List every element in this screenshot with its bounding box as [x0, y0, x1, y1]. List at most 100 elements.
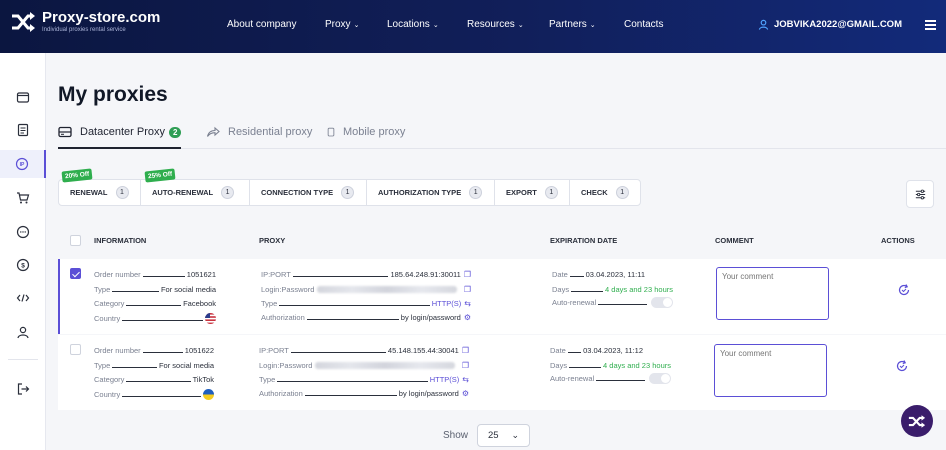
nav-proxy[interactable]: Proxy ⌄ — [325, 19, 359, 30]
export-button[interactable]: EXPORT 1 — [495, 180, 570, 205]
promo-badge: 20% Off — [61, 168, 93, 183]
auth-label: Authorization — [259, 389, 303, 398]
copy-icon[interactable]: ❐ — [461, 346, 469, 355]
autorenew-label: Auto-renewal — [550, 374, 595, 383]
page-size-control: Show 25 ⌄ — [443, 424, 531, 447]
dollar-icon: $ — [16, 258, 30, 272]
col-proxy: PROXY — [259, 236, 286, 245]
chevron-down-icon: ⌄ — [353, 21, 360, 29]
logout-icon — [17, 383, 30, 395]
auto-renewal-button[interactable]: 25% Off AUTO-RENEWAL 1 — [141, 168, 250, 205]
nav-about[interactable]: About company — [227, 19, 297, 30]
user-icon — [758, 19, 769, 30]
days-label: Days — [550, 361, 568, 370]
country-label: Country — [94, 390, 121, 399]
tab-mobile[interactable]: Mobile proxy — [326, 126, 405, 138]
gear-icon[interactable]: ⚙ — [463, 313, 471, 322]
proxy-login: Login:Password ❐ — [261, 285, 471, 294]
table-header: INFORMATION PROXY EXPIRATION DATE COMMEN… — [58, 230, 946, 250]
refresh-icon[interactable] — [895, 359, 909, 373]
sliders-icon — [915, 189, 925, 199]
comment-input[interactable] — [716, 267, 829, 320]
us-flag-icon — [205, 313, 216, 324]
comment-input[interactable] — [714, 344, 827, 397]
table-row[interactable]: Order number 1051621 Type For social media… — [58, 259, 946, 334]
logo[interactable]: Proxy-store.com Individual proxies renta… — [10, 10, 160, 34]
nav-contacts[interactable]: Contacts — [624, 19, 663, 30]
info-type: Type For social media — [94, 285, 216, 294]
swap-icon[interactable]: ⇆ — [462, 375, 469, 384]
sidebar-item-logout[interactable] — [0, 375, 46, 403]
row-checkbox[interactable] — [70, 268, 81, 279]
proxy-tabs: Datacenter Proxy 2 Residential proxy Mob… — [58, 126, 946, 149]
connection-type-button[interactable]: CONNECTION TYPE 1 — [250, 180, 367, 205]
user-account[interactable]: JOBVIKA2022@GMAIL.COM — [758, 19, 902, 30]
swap-icon[interactable]: ⇆ — [464, 299, 471, 308]
refresh-icon[interactable] — [897, 283, 911, 297]
auto-renewal-toggle[interactable] — [649, 373, 671, 384]
exp-date: Date 03.04.2023, 11:11 — [552, 270, 645, 279]
column-settings-button[interactable] — [906, 180, 934, 208]
proxy-ipport: IP:PORT 185.64.248.91:30011 ❐ — [261, 270, 471, 279]
count-badge: 1 — [544, 186, 558, 199]
menu-icon[interactable] — [925, 20, 936, 30]
nav-locations[interactable]: Locations ⌄ — [387, 19, 439, 30]
renewal-button[interactable]: 20% Off RENEWAL 1 — [59, 168, 141, 205]
sidebar-item-profile[interactable] — [0, 318, 46, 346]
sidebar-item-api[interactable] — [0, 284, 46, 312]
sidebar-item-balance[interactable]: $ — [0, 251, 46, 279]
copy-icon[interactable]: ❐ — [463, 270, 471, 279]
exp-autorenew: Auto-renewal — [552, 297, 673, 308]
nav-label: Contacts — [624, 19, 664, 30]
row-checkbox[interactable] — [70, 344, 81, 355]
login-label: Login:Password — [259, 361, 313, 370]
days-value: 4 days and 23 hours — [603, 361, 671, 370]
auth-value: by login/password — [400, 313, 461, 322]
type-value: For social media — [158, 361, 214, 370]
login-label: Login:Password — [261, 285, 315, 294]
svg-text:IP: IP — [20, 162, 25, 168]
chat-fab-button[interactable] — [901, 405, 933, 437]
tab-datacenter[interactable]: Datacenter Proxy 2 — [58, 126, 182, 149]
proxy-type: Type HTTP(S) ⇆ — [261, 299, 471, 308]
proxy-auth: Authorization by login/password ⚙ — [259, 389, 469, 398]
phone-icon — [327, 127, 335, 137]
sidebar-item-chat[interactable] — [0, 218, 46, 246]
exp-days: Days 4 days and 23 hours — [550, 361, 671, 370]
select-all-checkbox[interactable] — [70, 235, 81, 246]
type-label: Type — [94, 361, 111, 370]
copy-icon[interactable]: ❐ — [463, 285, 471, 294]
code-icon — [16, 294, 30, 302]
sidebar-item-orders[interactable] — [0, 116, 46, 144]
count-badge: 1 — [341, 186, 355, 199]
sidebar-item-cart[interactable] — [0, 184, 46, 212]
check-button[interactable]: CHECK 1 — [570, 180, 640, 205]
filter-label: RENEWAL — [70, 188, 108, 197]
page-size-select[interactable]: 25 ⌄ — [477, 424, 531, 447]
proxy-type-label: Type — [259, 375, 276, 384]
sidebar-item-wallet[interactable] — [0, 83, 46, 111]
proxy-auth: Authorization by login/password ⚙ — [261, 313, 471, 322]
nav-resources[interactable]: Resources ⌄ — [467, 19, 524, 30]
filter-label: AUTO-RENEWAL — [152, 188, 214, 197]
order-number: 1051622 — [184, 346, 214, 355]
copy-icon[interactable]: ❐ — [461, 361, 469, 370]
date-label: Date — [552, 270, 568, 279]
sidebar-item-proxies[interactable]: IP — [0, 150, 46, 178]
chevron-down-icon: ⌄ — [511, 430, 520, 440]
auto-renewal-toggle[interactable] — [651, 297, 673, 308]
info-category: Category TikTok — [94, 375, 214, 384]
chevron-down-icon: ⌄ — [517, 21, 524, 29]
table-row[interactable]: Order number 1051622 Type For social media… — [58, 335, 946, 410]
tab-residential[interactable]: Residential proxy — [206, 126, 312, 138]
authorization-type-button[interactable]: AUTHORIZATION TYPE 1 — [367, 180, 495, 205]
info-order: Order number 1051622 — [94, 346, 214, 355]
gear-icon[interactable]: ⚙ — [461, 389, 469, 398]
info-country: Country — [94, 389, 214, 400]
col-information: INFORMATION — [94, 236, 147, 245]
date-label: Date — [550, 346, 566, 355]
logo-subtitle: Individual proxies rental service — [42, 27, 126, 33]
nav-partners[interactable]: Partners ⌄ — [549, 19, 596, 30]
user-icon — [17, 326, 29, 339]
sidebar-divider — [8, 359, 38, 360]
